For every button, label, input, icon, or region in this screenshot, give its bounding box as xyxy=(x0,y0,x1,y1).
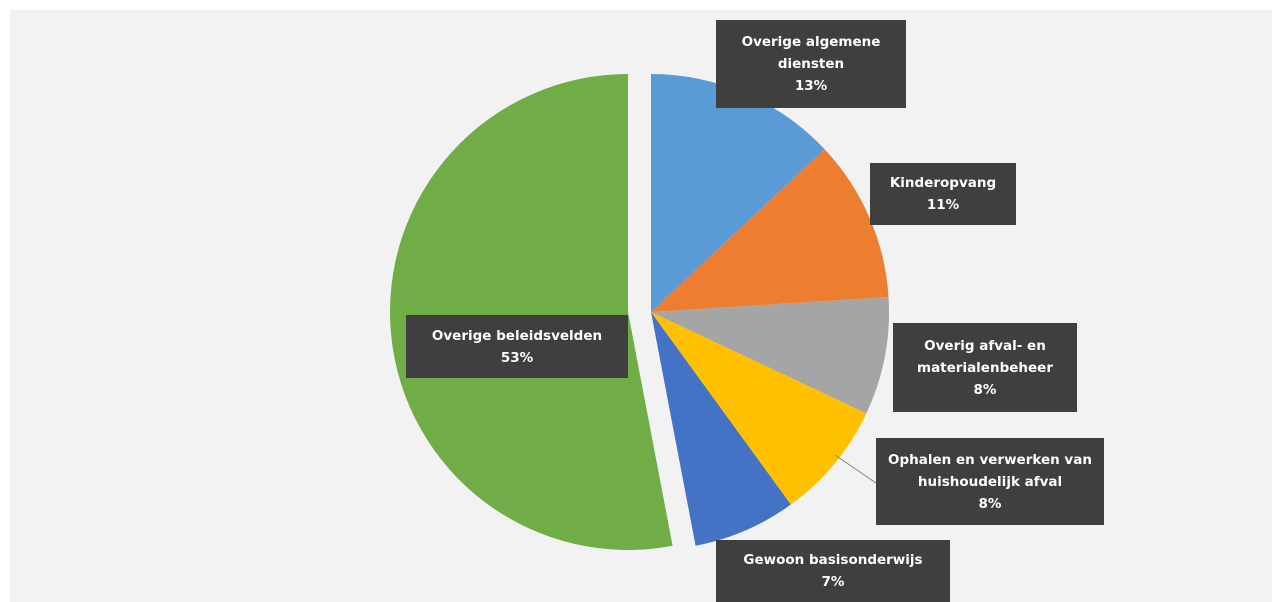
slice-name: Overige algemene diensten xyxy=(741,34,881,72)
pie-slice xyxy=(651,297,889,414)
data-label: Overige beleidsvelden 53% xyxy=(406,315,628,378)
slice-value: 8% xyxy=(973,381,997,398)
pie-slice xyxy=(651,74,825,312)
pie xyxy=(390,74,889,550)
data-label: Overig afval- en materialenbeheer 8% xyxy=(893,323,1077,412)
pie-slice xyxy=(651,149,889,312)
data-label: Ophalen en verwerken van huishoudelijk a… xyxy=(876,438,1104,525)
slice-value: 8% xyxy=(978,495,1002,512)
slice-name: Ophalen en verwerken van huishoudelijk a… xyxy=(888,451,1092,490)
pie-slice xyxy=(390,74,673,550)
slice-value: 11% xyxy=(926,197,960,213)
chart: Overige algemene diensten 13% Kinderopvang… xyxy=(10,10,1272,602)
data-label: Kinderopvang 11% xyxy=(870,163,1016,225)
slice-name: Overig afval- en materialenbeheer xyxy=(917,337,1053,376)
slice-name: Kinderopvang xyxy=(889,175,997,191)
slice-name: Overige beleidsvelden xyxy=(431,327,603,344)
pie-slice xyxy=(651,312,867,505)
slice-value: 7% xyxy=(821,574,845,590)
leader-line xyxy=(834,454,877,484)
slice-value: 53% xyxy=(500,349,534,366)
pie-slice xyxy=(651,312,791,546)
data-label: Gewoon basisonderwijs 7% xyxy=(716,540,950,602)
data-label: Overige algemene diensten 13% xyxy=(716,20,906,108)
slice-value: 13% xyxy=(794,78,828,94)
slice-name: Gewoon basisonderwijs xyxy=(743,552,923,568)
